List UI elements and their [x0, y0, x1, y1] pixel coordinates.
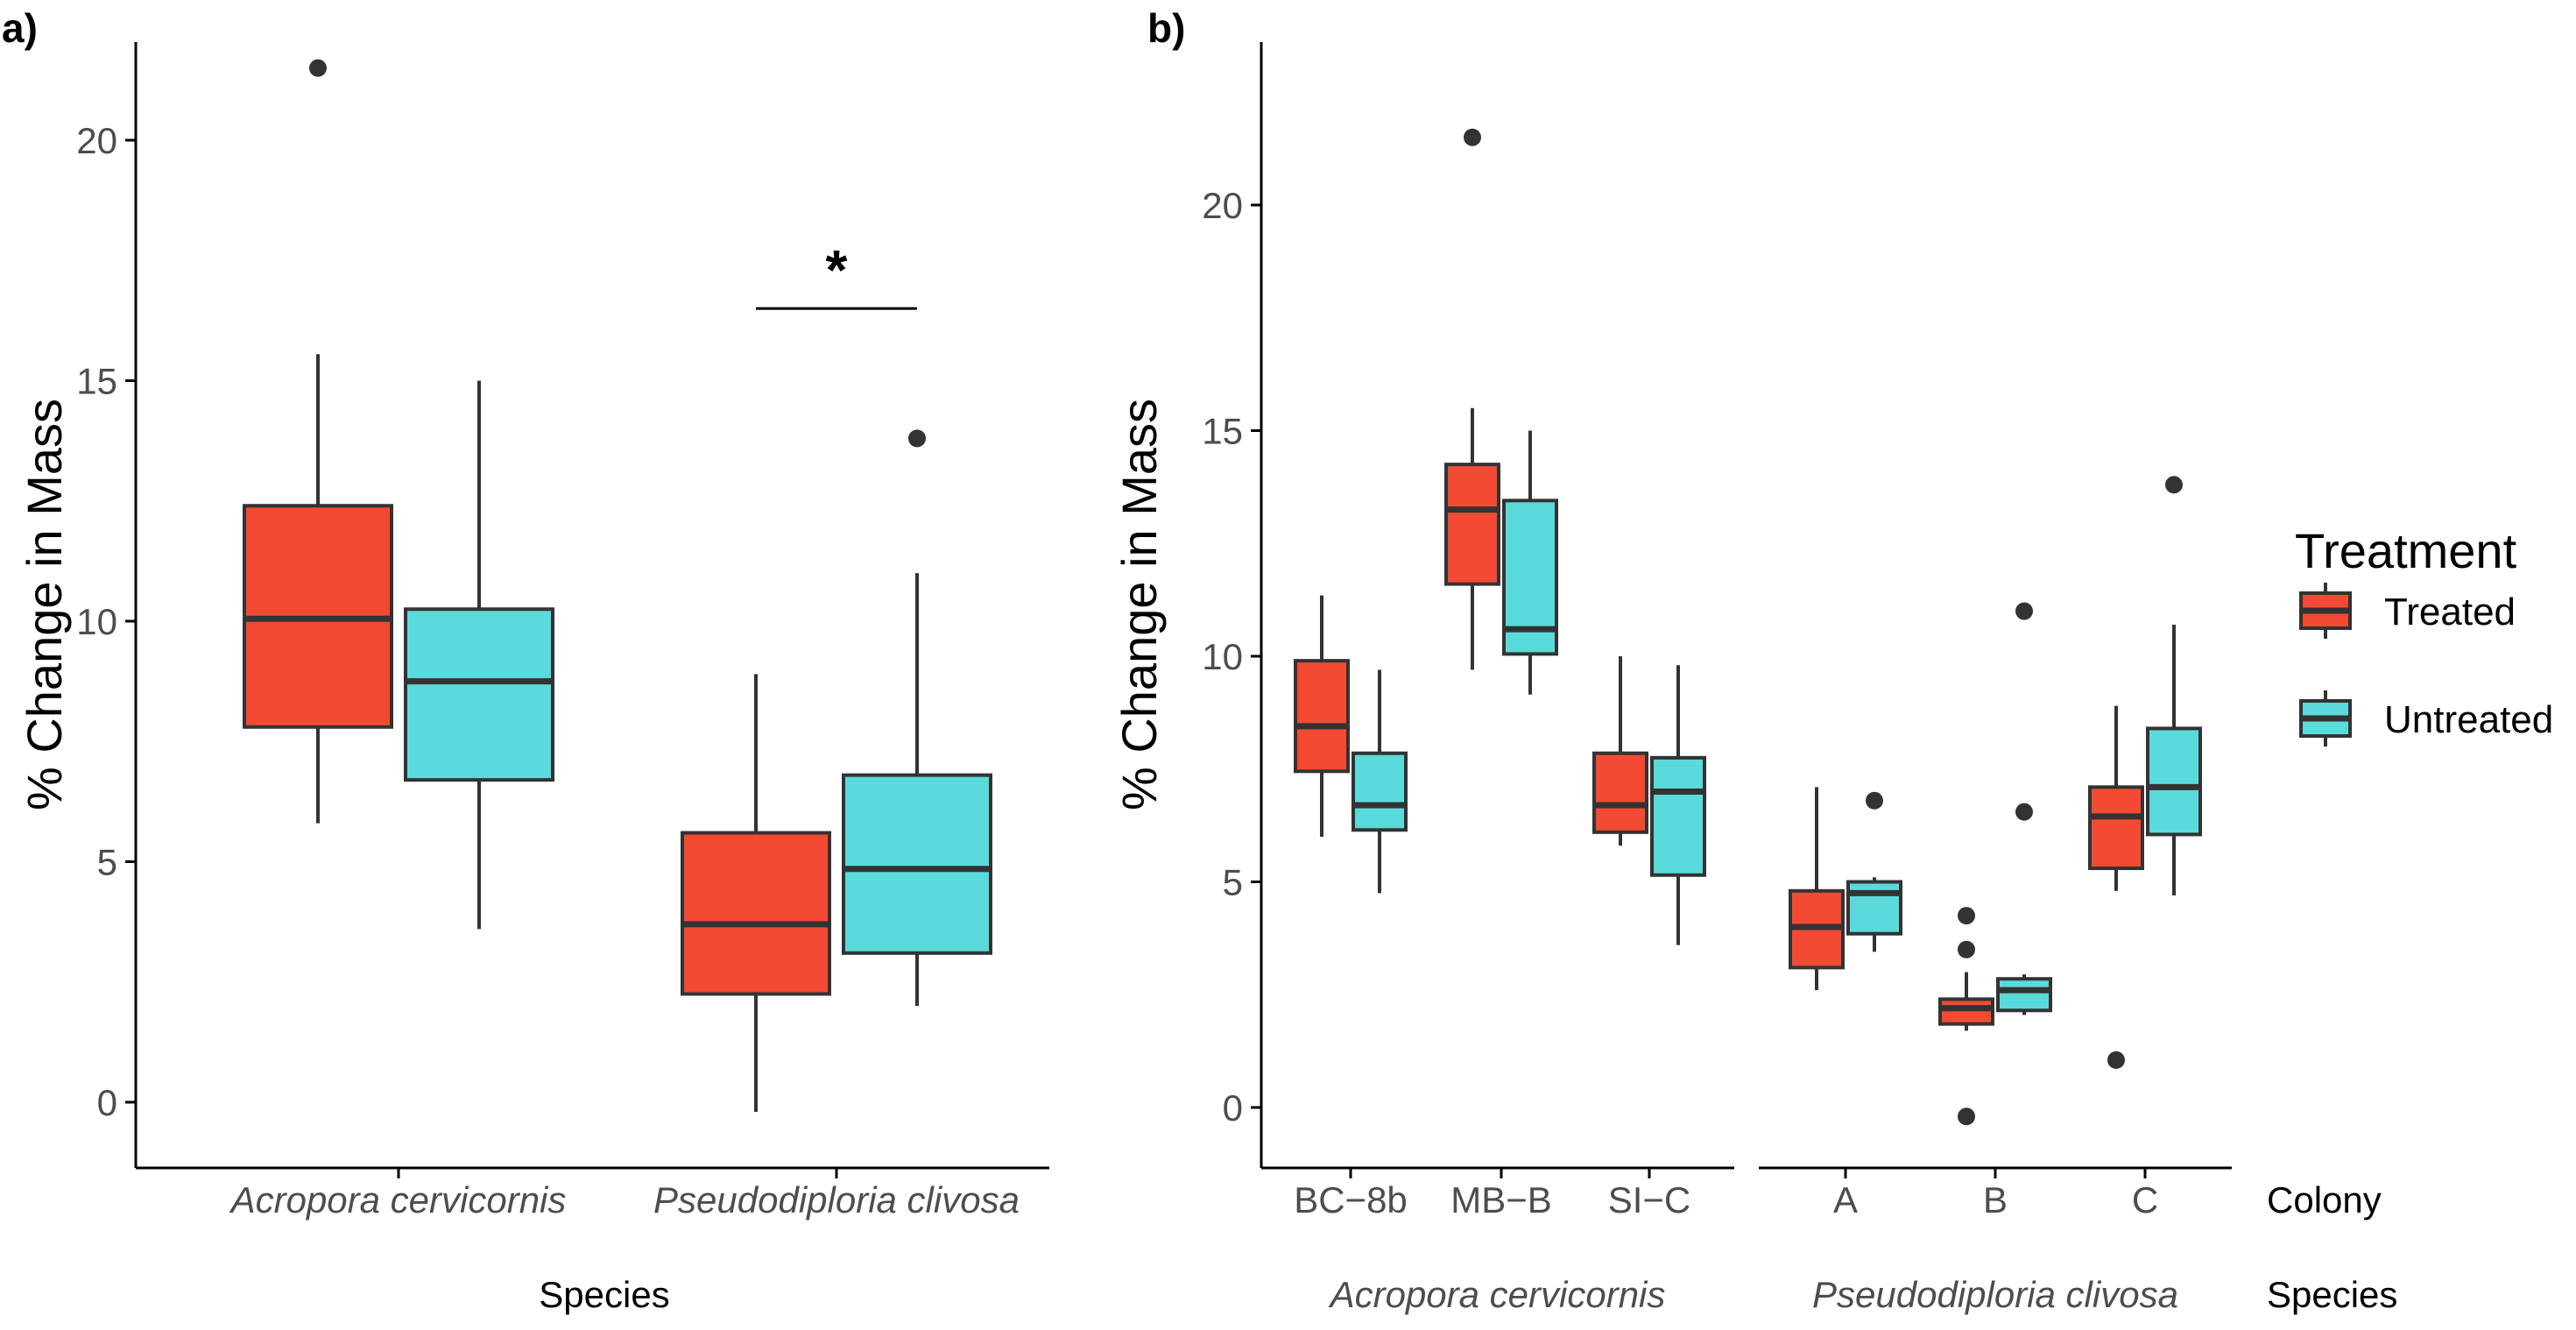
panel-b-treated-5-outlier-0 — [2107, 1051, 2125, 1069]
panel-b-treated-0-iqr — [1294, 659, 1350, 774]
panel-a-untreated-1-box — [842, 429, 992, 1007]
legend-label-1: Untreated — [2384, 698, 2553, 741]
legend: Treatment Treated Untreated — [2295, 523, 2553, 746]
panel-b-untreated-4-box — [1996, 602, 2052, 1015]
panel-b-treated-4-iqr — [1938, 997, 1994, 1026]
panel-b-y-tick-label-2: 10 — [1202, 636, 1243, 677]
panel-b-colony-label-5: C — [2132, 1179, 2158, 1220]
panel-b-treated-5-box — [2088, 705, 2144, 1069]
panel-a-untreated-1-outlier-0 — [908, 429, 926, 448]
panel-b-x-ticks: BC−8b MB−B SI−C Acropora cervicornis A B C Pseu… — [1294, 1168, 2178, 1315]
panel-a-y-tick-label-2: 10 — [76, 601, 117, 642]
panel-a-y-tick-label-3: 15 — [76, 361, 117, 402]
panel-a-y-tick-label-0: 0 — [97, 1082, 117, 1123]
panel-b-colony-label-1: MB−B — [1450, 1179, 1552, 1220]
panel-b-colony-label-0: BC−8b — [1294, 1179, 1408, 1220]
panel-b-untreated-5-iqr — [2146, 726, 2202, 837]
panel-a-significance: * — [756, 238, 917, 310]
panel-b-treated-1-outlier-0 — [1464, 128, 1481, 146]
panel-b-species-title: Species — [2267, 1274, 2397, 1315]
panel-b-treated-4-outlier-2 — [1958, 1107, 1975, 1126]
panel-a-y-tick-label-1: 5 — [97, 842, 117, 883]
panel-a-x-tick-label-1: Pseudodiploria clivosa — [653, 1179, 1020, 1220]
panel-b-untreated-5-outlier-0 — [2165, 476, 2183, 494]
panel-a-treated-0-outlier-0 — [309, 59, 327, 77]
panel-b-untreated-0-box — [1352, 669, 1408, 894]
panel-b-untreated-4-outlier-1 — [2015, 803, 2033, 821]
panel-b-colony-label-3: A — [1833, 1179, 1858, 1220]
panel-b-untreated-1-box — [1502, 430, 1558, 695]
panel-b-untreated-0-iqr — [1352, 751, 1408, 832]
legend-item-1: Untreated — [2299, 690, 2553, 746]
panel-b-y-tick-label-4: 20 — [1202, 185, 1243, 226]
panel-b-treated-3-box — [1789, 787, 1845, 991]
panel-a-x-axis-label: Species — [539, 1274, 669, 1315]
panel-a: a) 0 5 10 15 20 Acropora cervicornis Pseudodi… — [2, 5, 1049, 1315]
panel-b-untreated-5-box — [2146, 476, 2202, 895]
panel-b-treated-2-box — [1592, 656, 1648, 846]
panel-b-y-tick-label-3: 15 — [1202, 411, 1243, 452]
panel-b-untreated-2-box — [1650, 665, 1706, 945]
panel-a-untreated-0-box — [404, 380, 554, 930]
significance-asterisk: * — [826, 238, 848, 301]
panel-b-y-ticks: 0 5 10 15 20 — [1202, 185, 1261, 1128]
panel-b-untreated-3-outlier-0 — [1866, 791, 1883, 810]
panel-b-treated-1-box — [1444, 128, 1500, 670]
legend-item-0: Treated — [2299, 583, 2516, 639]
panel-b-colony-label-4: B — [1983, 1179, 2008, 1220]
panel-b-treated-4-box — [1938, 907, 1994, 1126]
panel-a-x-ticks: Acropora cervicornis Pseudodiploria clivo… — [229, 1168, 1020, 1220]
panel-a-plot-area — [243, 59, 992, 1112]
panel-a-treated-1-iqr — [681, 831, 831, 996]
panel-b-treated-5-iqr — [2088, 785, 2144, 871]
panel-b-treated-1-iqr — [1444, 463, 1500, 586]
panel-a-untreated-0-iqr — [404, 607, 554, 782]
panel-a-treated-0-box — [243, 59, 393, 824]
panel-a-label: a) — [2, 5, 38, 51]
panel-b-untreated-2-iqr — [1650, 755, 1706, 877]
panel-a-y-axis-label: % Change in Mass — [17, 399, 72, 810]
panel-b-label: b) — [1147, 5, 1185, 51]
panel-b-y-tick-label-1: 5 — [1223, 862, 1243, 903]
panel-b-treated-4-outlier-1 — [1958, 940, 1975, 959]
panel-b-untreated-3-iqr — [1846, 880, 1902, 936]
panel-b-treated-0-box — [1294, 595, 1350, 837]
panel-b-colony-title: Colony — [2267, 1179, 2382, 1220]
panel-b-species-label-0: Acropora cervicornis — [1328, 1274, 1666, 1315]
panel-b-species-label-1: Pseudodiploria clivosa — [1812, 1274, 2178, 1315]
panel-b: b) 0 5 10 15 20 BC−8b MB−B SI−C Acropora cervic… — [1112, 5, 2397, 1315]
panel-b-untreated-4-outlier-0 — [2015, 602, 2033, 620]
legend-label-0: Treated — [2384, 591, 2516, 633]
panel-b-y-tick-label-0: 0 — [1223, 1087, 1243, 1128]
panel-a-untreated-1-iqr — [842, 773, 992, 955]
panel-b-treated-2-iqr — [1592, 751, 1648, 834]
panel-a-x-tick-label-0: Acropora cervicornis — [229, 1179, 567, 1220]
panel-b-untreated-4-iqr — [1996, 977, 2052, 1013]
panel-b-plot-area — [1294, 128, 2202, 1126]
panel-b-y-axis-label: % Change in Mass — [1112, 399, 1167, 810]
panel-b-colony-label-2: SI−C — [1608, 1179, 1691, 1220]
panel-b-treated-4-outlier-0 — [1958, 907, 1975, 925]
panel-b-untreated-3-box — [1846, 791, 1902, 952]
panel-a-y-ticks: 0 5 10 15 20 — [76, 120, 136, 1123]
panel-a-y-tick-label-4: 20 — [76, 120, 117, 161]
legend-title: Treatment — [2295, 523, 2517, 578]
panel-a-treated-1-box — [681, 674, 831, 1112]
